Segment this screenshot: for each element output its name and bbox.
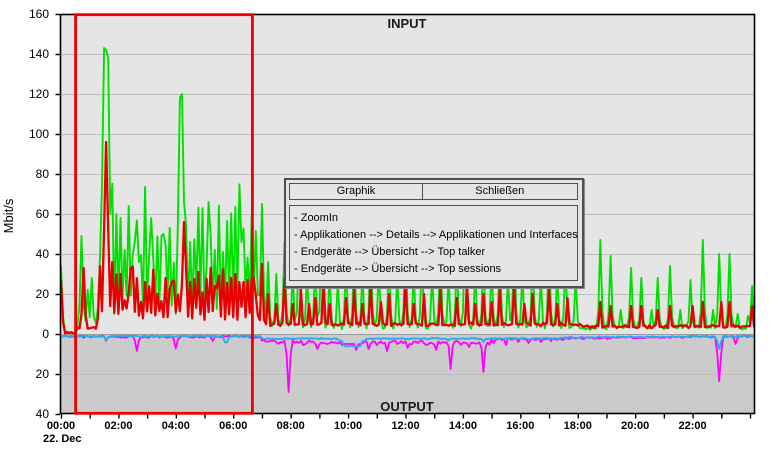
svg-text:06:00: 06:00 (219, 420, 247, 432)
svg-text:20:00: 20:00 (621, 420, 649, 432)
svg-text:60: 60 (36, 207, 50, 221)
svg-text:00:00: 00:00 (47, 420, 75, 432)
svg-text:10:00: 10:00 (334, 420, 362, 432)
svg-text:0: 0 (42, 327, 49, 341)
svg-text:160: 160 (29, 7, 49, 21)
svg-text:Mbit/s: Mbit/s (1, 198, 16, 233)
svg-text:20: 20 (36, 287, 50, 301)
svg-text:120: 120 (29, 87, 49, 101)
svg-text:12:00: 12:00 (391, 420, 419, 432)
svg-text:100: 100 (29, 127, 49, 141)
svg-text:04:00: 04:00 (162, 420, 190, 432)
svg-text:20: 20 (36, 367, 50, 381)
svg-text:INPUT: INPUT (388, 16, 427, 31)
svg-text:14:00: 14:00 (449, 420, 477, 432)
svg-text:40: 40 (36, 247, 50, 261)
svg-text:80: 80 (36, 167, 50, 181)
svg-text:OUTPUT: OUTPUT (380, 399, 434, 414)
svg-text:18:00: 18:00 (564, 420, 592, 432)
svg-text:08:00: 08:00 (277, 420, 305, 432)
svg-text:22:00: 22:00 (679, 420, 707, 432)
svg-text:02:00: 02:00 (104, 420, 132, 432)
svg-text:22. Dec: 22. Dec (43, 433, 82, 445)
svg-text:40: 40 (36, 407, 50, 421)
svg-text:16:00: 16:00 (506, 420, 534, 432)
svg-text:140: 140 (29, 47, 49, 61)
